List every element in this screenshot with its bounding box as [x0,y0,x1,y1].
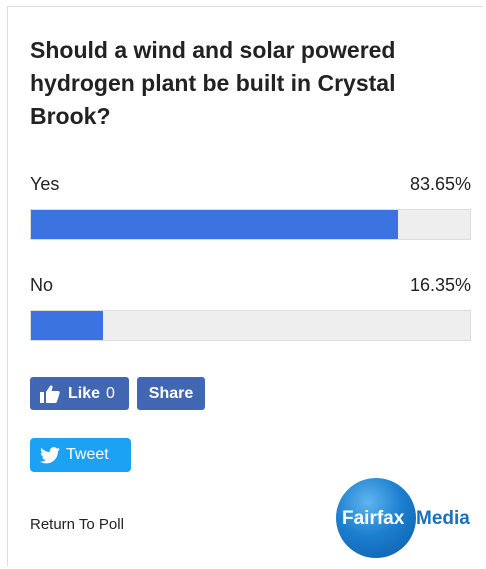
share-label: Share [148,384,194,402]
logo-text-media: Media [416,508,470,529]
option-label-yes: Yes [30,174,60,194]
option-percent-yes: 83.65% [409,174,471,194]
result-bar-yes [30,209,471,240]
logo-globe [336,478,416,558]
facebook-share-button[interactable]: Share [137,377,205,410]
thumbs-up-icon [40,385,60,403]
tweet-button[interactable]: Tweet [30,438,131,472]
option-percent-no: 16.35% [409,275,471,295]
result-bar-fill-yes [31,210,399,239]
like-label: Like [68,384,101,402]
result-bar-fill-no [31,311,103,340]
poll-question: Should a wind and solar powered hydrogen… [30,37,396,129]
result-bar-no [30,310,471,341]
like-count: 0 [106,384,115,402]
fairfax-media-logo: Fairfax Media [336,478,484,558]
twitter-bird-icon [40,446,60,463]
logo-text-fairfax: Fairfax [342,508,405,529]
poll-card [7,6,483,566]
facebook-like-button[interactable]: Like 0 [30,377,129,410]
return-to-poll-link[interactable]: Return To Poll [30,516,124,533]
tweet-label: Tweet [66,446,109,463]
option-label-no: No [30,275,54,295]
